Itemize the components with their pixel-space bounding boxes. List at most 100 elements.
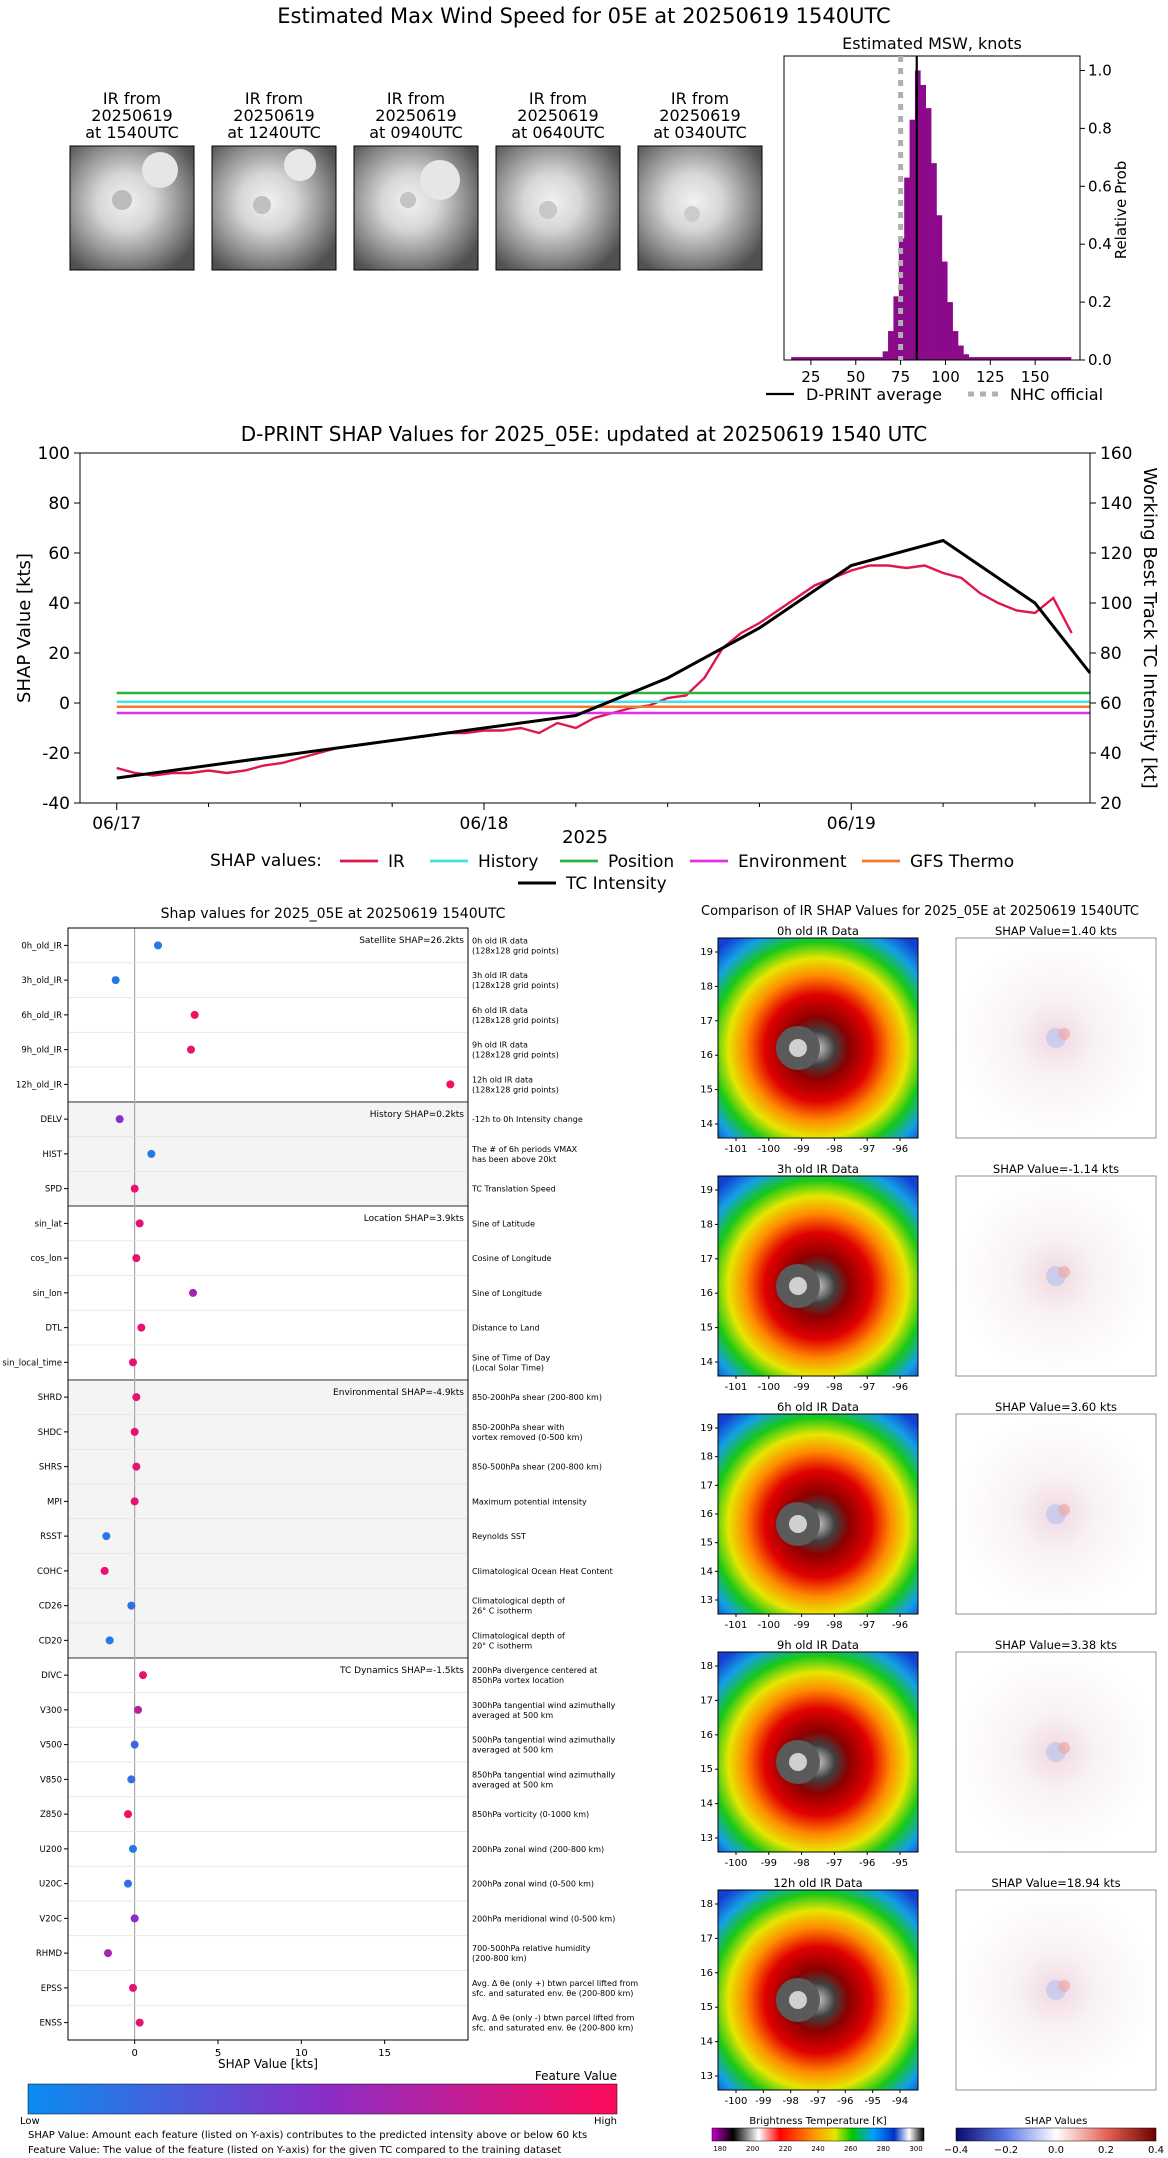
shap-feature-label: SHRD xyxy=(38,1393,63,1403)
legend-label: Position xyxy=(608,852,674,872)
shap-point xyxy=(130,1497,139,1506)
shap-feature-desc: Distance to Land xyxy=(472,1324,540,1333)
timeseries-title: D-PRINT SHAP Values for 2025_05E: update… xyxy=(240,422,928,446)
shap-point xyxy=(446,1080,455,1089)
shap-map-blob xyxy=(1058,1980,1070,1992)
bt-colorbar-title: Brightness Temperature [K] xyxy=(749,2116,886,2127)
msw-bar xyxy=(1011,357,1018,360)
msw-bar xyxy=(1044,357,1050,360)
ir-image-panel xyxy=(717,1175,919,1377)
msw-y-tick-label: 0.8 xyxy=(1088,119,1112,137)
msw-bar xyxy=(871,357,878,360)
shap-point xyxy=(154,941,162,950)
shap-feature-label: 3h_old_IR xyxy=(21,976,62,986)
shap-feature-desc: 850-200hPa shear with xyxy=(472,1423,564,1432)
ir-y-tick-label: 18 xyxy=(700,1661,713,1672)
ir-thumb-caption-4: IR from 20250619 at 0340UTC xyxy=(638,90,762,141)
shap-point xyxy=(129,1358,137,1367)
msw-y-tick-label: 0.0 xyxy=(1088,351,1112,369)
timeseries-legend: SHAP values: IR History Position Environmen… xyxy=(210,851,1014,894)
ir-thumb-caption-2: IR from 20250619 at 0940UTC xyxy=(354,90,478,141)
shap-feature-desc: -12h to 0h Intensity change xyxy=(472,1115,583,1124)
x-tick-label: 06/17 xyxy=(92,814,141,834)
msw-x-tick-label: 150 xyxy=(1021,368,1050,386)
shap-point xyxy=(190,1010,199,1019)
shap-feature-desc: 3h old IR data xyxy=(472,971,528,980)
ir-eye-core xyxy=(789,1753,807,1771)
ir-panel-title: 9h old IR Data xyxy=(777,1638,859,1652)
ir-x-tick-label: -98 xyxy=(793,1858,809,1869)
legend-nhc-label: NHC official xyxy=(1010,385,1103,404)
shap-point xyxy=(127,1601,136,1610)
ir-thumbnail-3 xyxy=(495,145,621,271)
shap-note-2: Feature Value: The value of the feature … xyxy=(28,2145,561,2156)
shap-feature-label: RHMD xyxy=(36,1949,63,1959)
msw-bar xyxy=(839,357,846,360)
ir-y-tick-label: 17 xyxy=(700,1933,713,1944)
shap-feature-label: U200 xyxy=(40,1845,62,1855)
ir-y-tick-label: 16 xyxy=(700,1968,713,1979)
shap-feature-label: CD26 xyxy=(39,1602,62,1612)
shap-map-title: SHAP Value=-1.14 kts xyxy=(993,1162,1119,1176)
legend-label: Environment xyxy=(738,852,847,872)
ir-y-tick-label: 18 xyxy=(700,1452,713,1463)
shap-group-label: TC Dynamics SHAP=-1.5kts xyxy=(339,1666,464,1676)
colorbar-high: High xyxy=(594,2116,617,2127)
shap-feature-desc: (200-800 km) xyxy=(472,1954,527,1963)
msw-right-label: Relative Prob xyxy=(1112,161,1130,260)
shap-feature-label: 12h_old_IR xyxy=(16,1080,62,1090)
shap-x-ticks: 0 5 10 15 xyxy=(131,2040,391,2059)
sv-tick-label: 0.0 xyxy=(1048,2145,1064,2156)
shap-point xyxy=(129,1983,137,1992)
ir-eye-core xyxy=(789,1039,807,1057)
shap-feature-desc: 500hPa tangential wind azimuthally xyxy=(472,1736,616,1745)
msw-x-tick-label: 75 xyxy=(891,368,910,386)
timeseries-lines xyxy=(116,538,1092,780)
msw-bar xyxy=(877,357,883,360)
ir-y-tick-label: 18 xyxy=(700,981,713,992)
ir-x-tick-label: -97 xyxy=(859,1620,875,1631)
msw-bar xyxy=(1038,357,1045,360)
shap-feature-desc: Cosine of Longitude xyxy=(472,1254,552,1263)
msw-bar xyxy=(882,351,889,360)
msw-bar xyxy=(791,357,797,360)
ir-y-tick-label: 19 xyxy=(700,1185,713,1196)
shap-point xyxy=(134,1705,142,1714)
ir-x-tick-label: -98 xyxy=(826,1382,842,1393)
shap-map-title: SHAP Value=3.60 kts xyxy=(995,1400,1117,1414)
ir-y-tick-label: 19 xyxy=(700,947,713,958)
shap-point xyxy=(130,1427,139,1436)
ir-y-tick-label: 15 xyxy=(700,1085,713,1096)
ir-x-tick-label: -98 xyxy=(826,1620,842,1631)
msw-y-tick-label: 0.6 xyxy=(1088,177,1112,195)
shap-feature-desc: averaged at 500 km xyxy=(472,1780,553,1789)
page-title: Estimated Max Wind Speed for 05E at 2025… xyxy=(277,4,891,28)
msw-frame xyxy=(783,55,1081,361)
shap-feature-desc: Avg. Δ θe (only +) btwn parcel lifted fr… xyxy=(472,1979,638,1988)
ir-y-tick-label: 14 xyxy=(700,1799,713,1810)
shap-point xyxy=(124,1879,132,1888)
msw-bar xyxy=(818,357,824,360)
shap-group-bg xyxy=(68,928,468,1102)
ir-x-tick-label: -95 xyxy=(864,2096,880,2107)
right-tick-label: 40 xyxy=(1100,744,1122,764)
left-tick-label: 20 xyxy=(48,644,70,664)
bt-tick-label: 220 xyxy=(779,2145,792,2153)
right-tick-label: 60 xyxy=(1100,694,1122,714)
shap-feature-label: MPI xyxy=(47,1497,62,1507)
shap-point xyxy=(127,1775,136,1784)
shap-point xyxy=(132,1393,141,1402)
msw-x-tick-label: 50 xyxy=(846,368,865,386)
shap-point xyxy=(124,1810,132,1819)
shap-feature-label: U20C xyxy=(39,1880,62,1890)
msw-bar xyxy=(984,357,991,360)
shap-group-label: History SHAP=0.2kts xyxy=(370,1110,465,1120)
right-tick-label: 80 xyxy=(1100,644,1122,664)
msw-bar xyxy=(904,177,910,360)
ir-comparison-panel: 0h old IR Data 19 18 17 16 15 14 -101 -100 -99 -98… xyxy=(700,924,1164,2156)
ir-y-tick-label: 14 xyxy=(700,1357,713,1368)
shap-feature-desc: The # of 6h periods VMAX xyxy=(471,1145,578,1154)
shap-point xyxy=(137,1323,146,1332)
ir-thumb-caption-3: IR from 20250619 at 0640UTC xyxy=(496,90,620,141)
